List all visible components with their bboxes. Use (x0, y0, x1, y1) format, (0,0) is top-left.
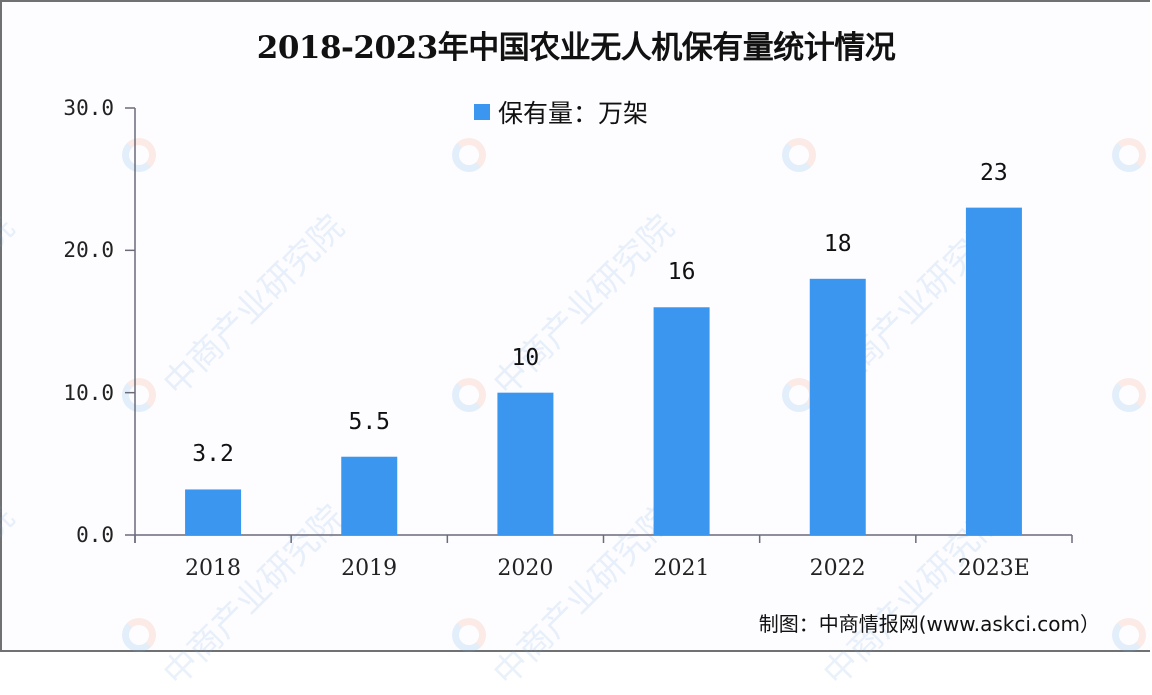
x-tick-label: 2019 (341, 556, 398, 581)
y-tick-label: 30.0 (63, 96, 114, 120)
bar-2019 (341, 456, 398, 535)
y-tick-label: 20.0 (63, 238, 114, 263)
bar-2022 (809, 278, 866, 535)
x-tick-label: 2022 (809, 556, 866, 581)
bar-2023E (965, 207, 1022, 535)
x-tick-label: 2021 (653, 556, 710, 581)
bar-value-label: 16 (667, 259, 696, 286)
bar-2018 (185, 489, 242, 535)
bar-value-label: 5.5 (348, 408, 391, 435)
chart-title: 2018-2023年中国农业无人机保有量统计情况 (256, 30, 896, 66)
plot-area (125, 107, 1073, 543)
y-tick-label: 0.0 (76, 523, 114, 547)
bar-value-label: 3.2 (192, 441, 234, 468)
x-tick-label: 2020 (497, 556, 554, 581)
bar-2021 (653, 307, 710, 535)
bar-value-label: 23 (980, 159, 1008, 186)
legend-label: 保有量：万架 (498, 99, 649, 128)
x-tick-label: 2023E (957, 556, 1030, 581)
y-tick-label: 10.0 (63, 380, 114, 405)
legend: 保有量：万架 (474, 94, 648, 130)
bar-2020 (497, 392, 554, 535)
bar-value-label: 18 (823, 230, 852, 257)
x-tick-label: 2018 (185, 556, 241, 581)
source-note: 制图：中商情报网(www.askci.com） (758, 612, 1100, 636)
bar-value-label: 10 (511, 344, 540, 371)
chart-frame (0, 0, 1150, 652)
legend-swatch-icon (474, 104, 490, 120)
